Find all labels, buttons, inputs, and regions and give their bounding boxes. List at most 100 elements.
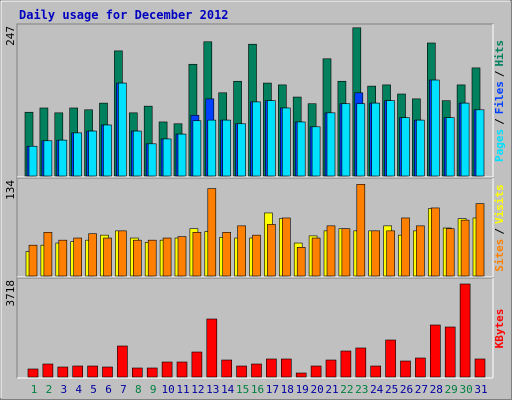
- legend-entry: Files: [493, 81, 506, 114]
- bar: [326, 112, 336, 177]
- x-tick-label: 27: [415, 383, 428, 396]
- bar: [429, 324, 441, 378]
- x-tick-label: 7: [120, 383, 127, 396]
- x-tick-label: 4: [75, 383, 82, 396]
- bar: [43, 140, 53, 177]
- bar: [207, 119, 217, 177]
- bar: [57, 366, 69, 378]
- bar: [147, 239, 157, 277]
- bar: [251, 363, 262, 378]
- bar: [133, 130, 142, 177]
- bar: [386, 230, 395, 277]
- bar: [133, 239, 142, 277]
- bar: [252, 234, 261, 277]
- bar: [162, 138, 172, 177]
- bar: [267, 100, 276, 177]
- bar: [222, 119, 231, 177]
- bar: [147, 143, 157, 177]
- x-tick-label: 20: [310, 383, 323, 396]
- bar: [176, 361, 188, 378]
- x-tick-label: 23: [355, 383, 368, 396]
- bar: [117, 345, 128, 378]
- x-tick-label: 12: [191, 383, 204, 396]
- bar: [43, 231, 53, 277]
- y-tick-label: 3718: [4, 280, 17, 307]
- bar: [356, 103, 366, 177]
- bar: [88, 130, 97, 177]
- bar: [42, 363, 54, 378]
- x-tick-label: 19: [296, 383, 309, 396]
- bar: [162, 237, 172, 277]
- bar: [177, 236, 187, 277]
- bar: [118, 230, 127, 277]
- bar: [252, 101, 261, 177]
- bar: [326, 225, 336, 277]
- bar: [310, 365, 322, 378]
- bar: [296, 247, 306, 277]
- legend-entry: Sites: [493, 239, 506, 272]
- bar: [371, 102, 381, 177]
- bar: [87, 365, 98, 378]
- x-tick-label: 13: [206, 383, 219, 396]
- legend-separator: /: [493, 70, 506, 77]
- bar: [340, 350, 352, 378]
- bar: [341, 228, 351, 277]
- bar: [444, 326, 456, 378]
- legend-entry: KBytes: [493, 309, 506, 349]
- bar: [281, 217, 291, 277]
- bar: [27, 368, 39, 378]
- bar: [237, 123, 246, 177]
- x-tick-label: 28: [430, 383, 443, 396]
- bar: [221, 359, 232, 378]
- bar: [475, 203, 485, 277]
- bar: [88, 233, 97, 277]
- bar: [415, 357, 426, 378]
- bar: [73, 132, 82, 177]
- legend: Pages / Files / Hits: [493, 40, 506, 162]
- x-tick-label: 21: [325, 383, 338, 396]
- x-tick-label: 10: [161, 383, 174, 396]
- bar: [401, 217, 410, 277]
- x-tick-label: 8: [135, 383, 142, 396]
- bar: [370, 365, 382, 378]
- bar: [356, 183, 366, 277]
- legend: Sites / Visits: [493, 184, 506, 272]
- x-tick-label: 15: [236, 383, 249, 396]
- bar: [206, 318, 218, 378]
- bar: [118, 82, 127, 177]
- x-tick-label: 2: [46, 383, 53, 396]
- x-tick-label: 17: [266, 383, 279, 396]
- x-tick-label: 26: [400, 383, 413, 396]
- bar: [72, 365, 83, 378]
- bar: [58, 139, 68, 177]
- bar: [401, 117, 410, 177]
- x-tick-label: 9: [150, 383, 157, 396]
- x-tick-label: 11: [176, 383, 189, 396]
- bar: [385, 339, 396, 378]
- bar: [416, 119, 425, 177]
- bar: [191, 351, 203, 378]
- bar: [237, 225, 246, 277]
- bar: [296, 121, 306, 177]
- bar: [430, 79, 440, 177]
- bar: [445, 228, 455, 277]
- x-tick-label: 31: [474, 383, 487, 396]
- bar: [192, 231, 202, 277]
- x-tick-label: 30: [459, 383, 472, 396]
- bar: [325, 359, 337, 378]
- bar: [102, 366, 113, 378]
- bar: [222, 231, 231, 277]
- bar: [341, 103, 351, 177]
- bar: [192, 120, 202, 177]
- x-tick-label: 24: [370, 383, 384, 396]
- bar: [416, 225, 425, 277]
- bar: [474, 358, 486, 378]
- bar: [177, 133, 187, 177]
- bar: [311, 237, 321, 277]
- bar: [475, 109, 485, 177]
- x-tick-label: 16: [251, 383, 264, 396]
- bar: [460, 219, 470, 277]
- legend-entry: Pages: [493, 129, 506, 162]
- x-tick-label: 1: [31, 383, 38, 396]
